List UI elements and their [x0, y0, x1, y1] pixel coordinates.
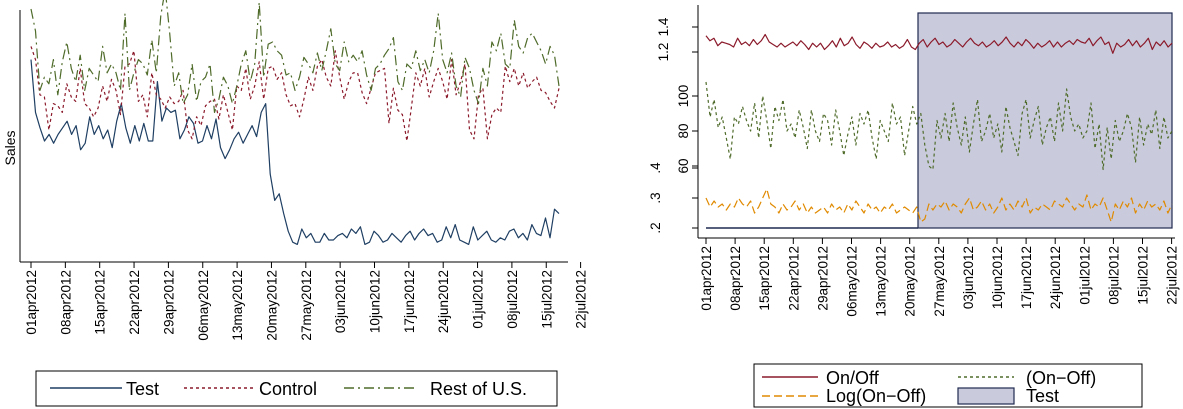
right-legend-label-onoff: On/Off — [826, 368, 880, 388]
right-x-tick-label: 20may2012 — [903, 246, 918, 317]
right-x-tick-label: 24jun2012 — [1048, 246, 1063, 309]
left-x-tick-label: 01jul2012 — [471, 270, 486, 329]
left-x-tick-label: 08jul2012 — [505, 270, 520, 329]
right-legend-label-diff: (On−Off) — [1026, 368, 1096, 388]
right-y-tick-100-label: 100 — [676, 85, 691, 108]
left-series-rest-of-u-s — [30, 0, 560, 114]
right-x-tick-label: 03jun2012 — [961, 246, 976, 309]
right-x-tick-label: 15jul2012 — [1136, 246, 1151, 305]
right-y-tick-60-label: 60 — [676, 158, 691, 173]
left-legend-label-test: Test — [126, 379, 159, 399]
right-x-tick-label: 17jun2012 — [1019, 246, 1034, 309]
right-x-tick-label: 15apr2012 — [757, 246, 772, 311]
right-y-tick-0-4-label: .4 — [648, 162, 663, 174]
right-y-tick-0-2-label: .2 — [648, 222, 663, 233]
left-x-tick-label: 15jul2012 — [539, 270, 554, 329]
right-y-tick-80-label: 80 — [676, 123, 691, 138]
right-x-tick-label: 29apr2012 — [815, 246, 830, 311]
right-x-tick-label: 08jul2012 — [1106, 246, 1121, 305]
left-x-tick-label: 01apr2012 — [24, 270, 39, 335]
right-legend-label-test: Test — [1026, 386, 1059, 406]
right-y-tick-group: 1.2 1.4 60 80 100 .2 .3 .4 — [648, 17, 698, 234]
left-x-tick-group: 01apr2012 08apr2012 15apr2012 22apr2012 29ap… — [24, 262, 589, 341]
left-legend-box — [35, 370, 558, 407]
right-legend-box — [753, 363, 1143, 408]
right-x-tick-label: 22jul2012 — [1165, 246, 1180, 305]
right-x-tick-label: 01apr2012 — [699, 246, 714, 311]
right-series-on-off — [705, 33, 1173, 54]
left-x-tick-label: 13may2012 — [230, 270, 245, 341]
right-series-group — [705, 33, 1173, 223]
right-legend-swatch-test — [957, 387, 1015, 405]
right-legend-label-log: Log(On−Off) — [826, 386, 926, 406]
left-x-tick-label: 27may2012 — [299, 270, 314, 341]
left-legend-label-control: Control — [259, 379, 317, 399]
right-series-on-off — [705, 81, 1173, 171]
left-series-test — [30, 59, 560, 245]
right-x-tick-label: 13may2012 — [874, 246, 889, 317]
left-series-control — [30, 46, 560, 142]
left-x-tick-label: 10jun2012 — [368, 270, 383, 333]
right-series-log-on-off — [705, 188, 1173, 223]
left-x-tick-label: 29apr2012 — [161, 270, 176, 335]
right-x-tick-label: 22apr2012 — [786, 246, 801, 311]
right-x-tick-label: 06may2012 — [845, 246, 860, 317]
left-legend-label-rest: Rest of U.S. — [430, 379, 527, 399]
right-y-tick-0-3-label: .3 — [648, 192, 663, 203]
right-x-tick-label: 10jun2012 — [990, 246, 1005, 309]
right-chart: 1.2 1.4 60 80 100 .2 .3 .4 01apr2012 08apr2012 15… — [648, 5, 1180, 408]
left-y-axis-label: Sales — [2, 130, 18, 165]
left-x-tick-label: 22apr2012 — [127, 270, 142, 335]
right-x-tick-group: 01apr2012 08apr2012 15apr2012 22apr2012 29ap… — [699, 238, 1180, 317]
left-x-tick-label: 22jul2012 — [574, 270, 589, 329]
left-x-tick-label: 06may2012 — [196, 270, 211, 341]
right-y-tick-1-4-label: 1.4 — [656, 17, 671, 36]
left-x-tick-label: 24jun2012 — [436, 270, 451, 333]
left-x-tick-label: 08apr2012 — [58, 270, 73, 335]
left-series-group — [30, 0, 560, 245]
test-period-area — [917, 12, 1173, 229]
left-chart: Sales 01apr2012 08apr2012 15apr2012 22apr20… — [2, 0, 589, 407]
right-x-tick-label: 08apr2012 — [728, 246, 743, 311]
right-x-tick-label: 01jul2012 — [1077, 246, 1092, 305]
left-x-tick-label: 03jun2012 — [333, 270, 348, 333]
left-x-tick-label: 17jun2012 — [402, 270, 417, 333]
left-x-tick-label: 15apr2012 — [93, 270, 108, 335]
right-x-tick-label: 27may2012 — [932, 246, 947, 317]
right-y-tick-1-2-label: 1.2 — [656, 43, 671, 62]
left-x-tick-label: 20may2012 — [264, 270, 279, 341]
